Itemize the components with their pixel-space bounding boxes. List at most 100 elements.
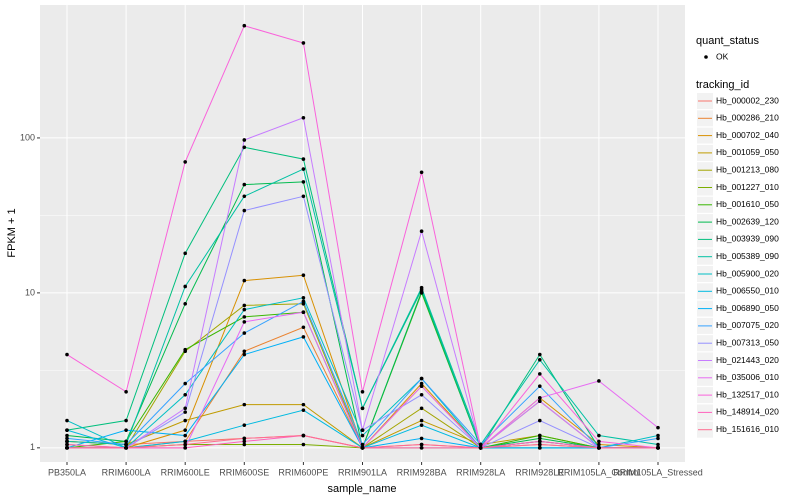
data-point bbox=[301, 41, 306, 45]
data-point bbox=[301, 167, 306, 171]
data-point bbox=[538, 446, 542, 450]
data-point bbox=[656, 436, 660, 441]
data-point bbox=[242, 208, 247, 213]
legend-label: OK bbox=[716, 51, 729, 61]
legend-label: Hb_000286_210 bbox=[716, 113, 779, 123]
legend-label: Hb_001059_050 bbox=[716, 147, 779, 157]
data-point bbox=[242, 182, 247, 187]
data-point bbox=[183, 406, 187, 411]
data-point bbox=[242, 402, 247, 407]
data-point bbox=[656, 446, 660, 450]
data-point bbox=[242, 439, 247, 444]
legend-label: Hb_151616_010 bbox=[716, 424, 779, 434]
data-point bbox=[124, 428, 128, 432]
data-point bbox=[301, 433, 306, 438]
x-tick-label: PB350LA bbox=[48, 467, 86, 477]
data-point bbox=[538, 442, 542, 447]
data-point bbox=[538, 372, 542, 376]
legend-label: Hb_001213_080 bbox=[716, 164, 779, 174]
data-point bbox=[301, 299, 306, 304]
x-tick-label: RRIM105LA_Control bbox=[557, 467, 640, 477]
x-tick-label: RRIM928LA bbox=[456, 467, 505, 477]
x-tick-label: RRIM600LE bbox=[161, 467, 210, 477]
x-tick-label: RRIM105LA_Stressed bbox=[613, 467, 703, 477]
data-point bbox=[301, 442, 306, 447]
legend-label: Hb_003939_090 bbox=[716, 234, 779, 244]
data-point bbox=[183, 347, 187, 352]
x-tick-label: RRIM901LA bbox=[338, 467, 387, 477]
data-point bbox=[360, 389, 365, 394]
x-tick-label: RRIM600PE bbox=[278, 467, 328, 477]
data-point bbox=[597, 439, 601, 444]
x-axis-title: sample_name bbox=[327, 483, 396, 495]
data-point bbox=[360, 442, 365, 447]
data-point bbox=[65, 436, 69, 441]
data-point bbox=[301, 194, 306, 199]
data-point bbox=[538, 418, 542, 423]
y-axis-title: FPKM + 1 bbox=[6, 208, 18, 257]
data-point bbox=[183, 302, 187, 306]
data-point bbox=[478, 442, 483, 447]
data-point bbox=[301, 335, 306, 339]
x-tick-label: RRIM928BA bbox=[397, 467, 447, 477]
data-point bbox=[183, 418, 187, 423]
data-point bbox=[242, 320, 247, 324]
legend-label: Hb_035006_010 bbox=[716, 372, 779, 382]
data-point bbox=[65, 418, 69, 423]
data-point bbox=[419, 381, 424, 386]
data-point bbox=[656, 442, 660, 447]
data-point bbox=[183, 428, 187, 432]
data-point bbox=[242, 349, 247, 354]
data-point bbox=[597, 379, 601, 383]
data-point bbox=[656, 425, 660, 430]
data-point bbox=[124, 446, 128, 450]
data-point bbox=[419, 442, 424, 447]
legend-title: tracking_id bbox=[696, 79, 749, 91]
data-point bbox=[124, 439, 128, 444]
data-point bbox=[183, 392, 187, 397]
data-point bbox=[242, 23, 247, 28]
data-point bbox=[183, 439, 187, 444]
data-point bbox=[419, 406, 424, 411]
data-point bbox=[538, 352, 542, 357]
x-tick-label: RRIM600SE bbox=[219, 467, 269, 477]
data-point bbox=[419, 229, 424, 234]
data-point bbox=[242, 315, 247, 319]
data-point bbox=[242, 442, 247, 447]
data-point bbox=[538, 384, 542, 388]
data-point bbox=[538, 433, 542, 438]
legend-label: Hb_021443_020 bbox=[716, 355, 779, 365]
legend-label: Hb_006890_050 bbox=[716, 303, 779, 313]
data-point bbox=[538, 396, 542, 400]
data-point bbox=[419, 446, 424, 450]
data-point bbox=[301, 157, 306, 161]
data-point bbox=[360, 433, 365, 438]
data-point bbox=[183, 410, 187, 414]
data-point bbox=[242, 423, 247, 427]
legend-title: quant_status bbox=[696, 35, 759, 47]
data-point bbox=[242, 303, 247, 308]
data-point bbox=[538, 399, 542, 403]
data-point bbox=[419, 392, 424, 397]
legend-label: Hb_148914_020 bbox=[716, 407, 779, 417]
data-point bbox=[65, 446, 69, 450]
data-point bbox=[597, 433, 601, 438]
data-point bbox=[419, 170, 424, 175]
data-point bbox=[419, 423, 424, 427]
data-point bbox=[65, 433, 69, 438]
x-tick-label: RRIM928LE bbox=[515, 467, 564, 477]
data-point bbox=[538, 439, 542, 444]
data-point bbox=[419, 418, 424, 423]
data-point bbox=[419, 384, 424, 388]
data-point bbox=[301, 325, 306, 330]
legend-label: Hb_000002_230 bbox=[716, 95, 779, 105]
data-point bbox=[301, 408, 306, 412]
data-point bbox=[242, 436, 247, 441]
data-point bbox=[419, 376, 424, 381]
data-point bbox=[597, 446, 601, 450]
data-point bbox=[656, 433, 660, 438]
data-point bbox=[301, 273, 306, 278]
data-point bbox=[242, 307, 247, 312]
